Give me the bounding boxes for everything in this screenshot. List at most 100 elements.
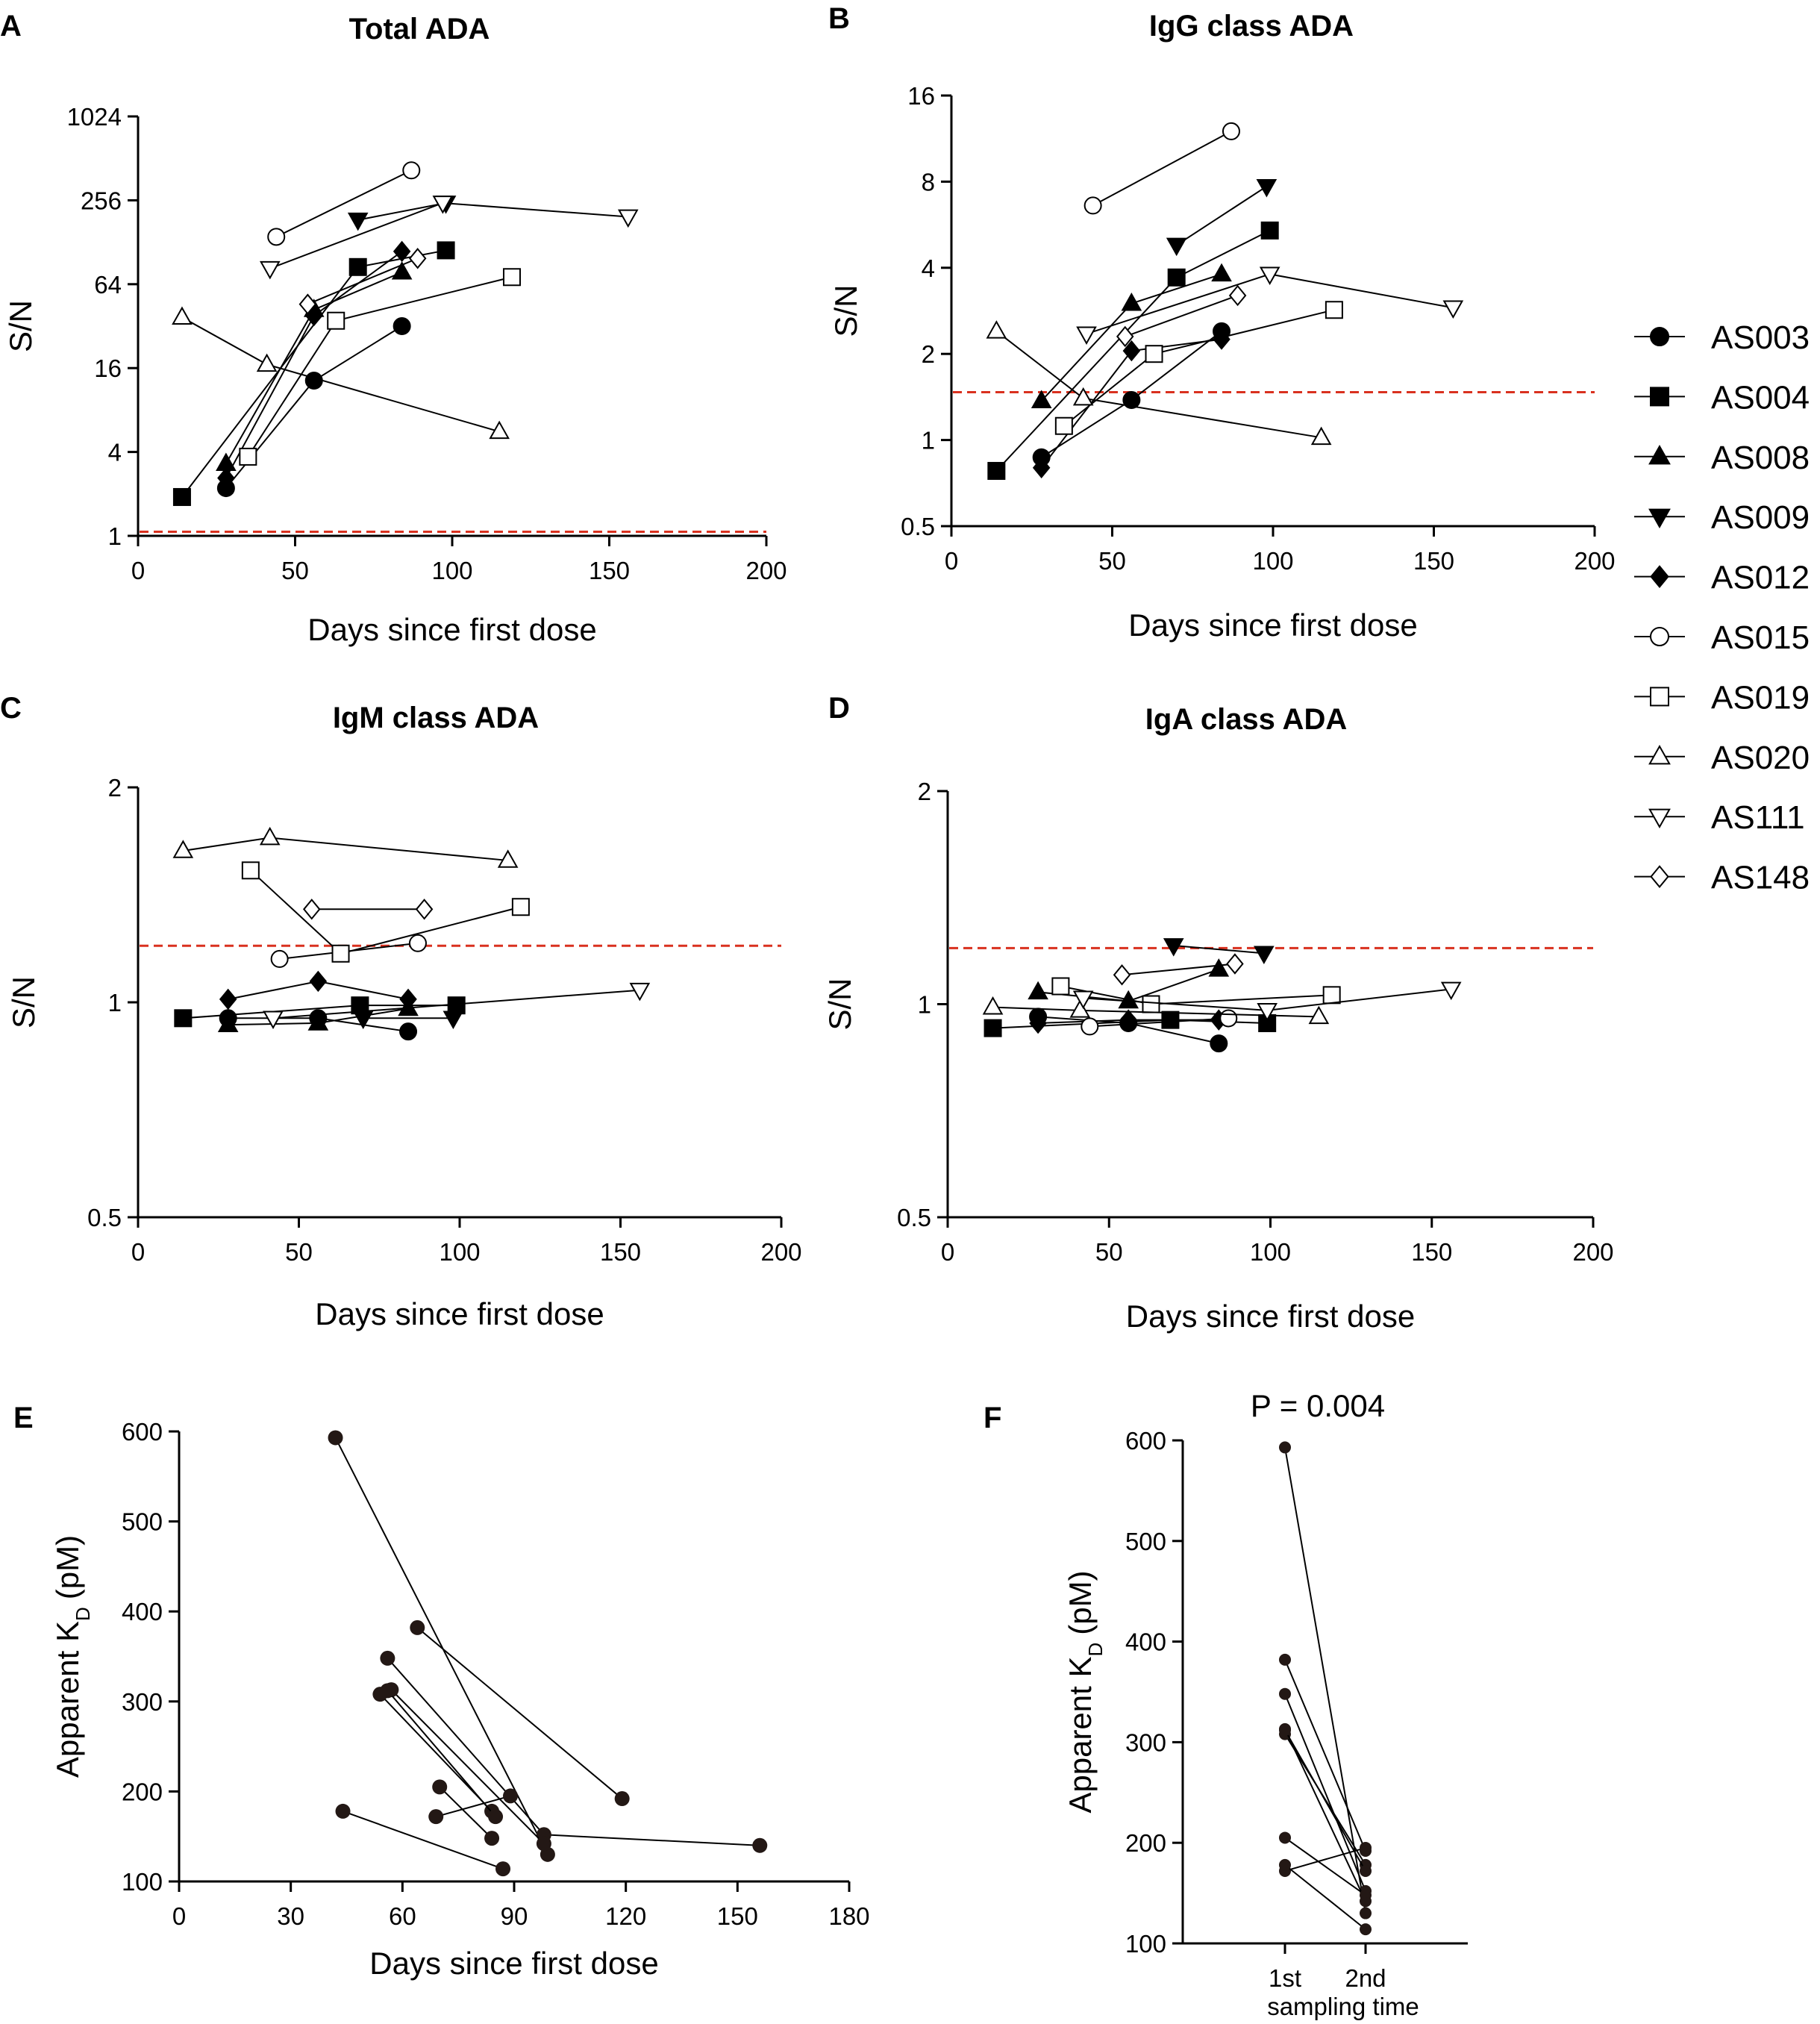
pair-line — [1284, 1837, 1366, 1896]
legend-marker — [1650, 387, 1669, 407]
series-line — [334, 1437, 548, 1855]
x-tick-label: 50 — [285, 1238, 313, 1266]
y-tick-label: 500 — [122, 1508, 163, 1536]
legend-label: AS008 — [1711, 440, 1810, 476]
y-tick-label: 500 — [1125, 1528, 1166, 1555]
series-line — [247, 276, 513, 457]
data-point — [484, 1831, 500, 1846]
data-point — [1116, 325, 1134, 348]
legend-item-as003: AS003 — [1634, 319, 1810, 356]
series-line — [439, 1786, 492, 1839]
data-point — [1259, 266, 1280, 286]
x-tick-label: 90 — [501, 1902, 528, 1930]
pair-line — [1284, 1729, 1366, 1872]
data-point — [1142, 995, 1160, 1013]
data-point — [1113, 964, 1131, 986]
panel-letter: A — [0, 10, 22, 43]
series-as008 — [1031, 263, 1232, 408]
series-as003 — [216, 317, 411, 498]
x-tick-label: 0 — [945, 547, 958, 575]
point-1st — [1279, 1858, 1291, 1871]
y-tick-label: 600 — [122, 1418, 163, 1446]
x-tick-label: 150 — [1411, 1238, 1452, 1266]
series-line — [1125, 295, 1238, 337]
y-tick-label: 1 — [108, 989, 122, 1016]
y-tick-label: 400 — [1125, 1628, 1166, 1656]
x-tick-label: 100 — [1252, 547, 1293, 575]
data-point — [241, 861, 260, 880]
x-tick-label: 200 — [1574, 547, 1615, 575]
data-point — [1222, 122, 1240, 140]
x-tick-label: 0 — [131, 1238, 145, 1266]
pair-line — [1284, 1846, 1366, 1872]
series-7 — [432, 1779, 500, 1846]
series-as111 — [260, 196, 639, 280]
series-as148 — [302, 899, 434, 920]
series-line — [390, 1689, 545, 1845]
data-point — [1029, 1012, 1047, 1034]
legend-item-as012: AS012 — [1634, 560, 1810, 596]
series-line — [275, 169, 412, 238]
series-as004 — [172, 241, 455, 506]
y-tick-label: 64 — [94, 271, 122, 299]
data-point — [1310, 426, 1332, 446]
y-tick-label: 1 — [918, 991, 931, 1019]
data-point — [443, 1011, 464, 1029]
data-point — [432, 196, 454, 214]
data-point — [982, 996, 1004, 1015]
series-line — [416, 1627, 623, 1799]
point-1st — [1279, 1724, 1291, 1737]
series-as148 — [298, 248, 427, 315]
pair-6 — [1279, 1724, 1372, 1877]
panel-letter: D — [828, 692, 850, 725]
data-point — [309, 970, 328, 993]
series-line — [1092, 131, 1232, 207]
series-as019 — [239, 268, 521, 466]
y-tick-label: 0.5 — [897, 1204, 931, 1231]
legend-marker — [1650, 627, 1669, 646]
series-as020 — [986, 320, 1332, 446]
data-point — [536, 1836, 551, 1852]
data-point — [1166, 237, 1187, 257]
y-tick-label: 2 — [918, 778, 931, 805]
data-point — [298, 293, 317, 315]
y-tick-label: 1 — [922, 427, 935, 455]
y-tick-label: 600 — [1125, 1427, 1166, 1455]
data-point — [629, 982, 651, 1002]
data-point — [1069, 999, 1091, 1018]
legend-label: AS148 — [1711, 860, 1810, 896]
x-axis-label: Days since first dose — [1128, 607, 1417, 643]
data-point — [1051, 977, 1070, 996]
data-point — [1081, 1017, 1099, 1036]
panel-letter: B — [828, 2, 850, 35]
y-tick-label: 4 — [108, 439, 122, 466]
x-category-label: 1st — [1269, 1964, 1301, 1992]
data-point — [402, 161, 421, 180]
x-tick-label: 100 — [1250, 1238, 1291, 1266]
data-point — [348, 257, 367, 276]
x-tick-label: 50 — [1098, 547, 1126, 575]
y-axis-label: Apparent KD (pM) — [50, 1535, 94, 1778]
data-point — [1308, 1005, 1330, 1025]
point-2nd — [1360, 1841, 1372, 1854]
point-1st — [1279, 1441, 1291, 1454]
pair-7 — [1279, 1831, 1372, 1902]
x-tick-label: 150 — [589, 557, 630, 584]
legend-marker — [1648, 744, 1671, 765]
series-as019 — [241, 861, 530, 963]
panel-letter: E — [13, 1402, 34, 1434]
pair-line — [1284, 1659, 1366, 1852]
x-tick-label: 200 — [760, 1238, 801, 1266]
legend-label: AS020 — [1711, 740, 1810, 776]
data-point — [1032, 457, 1051, 478]
data-point — [1122, 340, 1141, 362]
legend-item-as020: AS020 — [1634, 740, 1810, 776]
legend-item-as019: AS019 — [1634, 679, 1810, 716]
y-tick-label: 4 — [922, 254, 935, 282]
series-line — [181, 316, 500, 433]
series-line — [379, 1693, 492, 1812]
legend-item-as009: AS009 — [1634, 499, 1810, 536]
y-tick-label: 300 — [122, 1688, 163, 1716]
data-point — [259, 826, 281, 846]
